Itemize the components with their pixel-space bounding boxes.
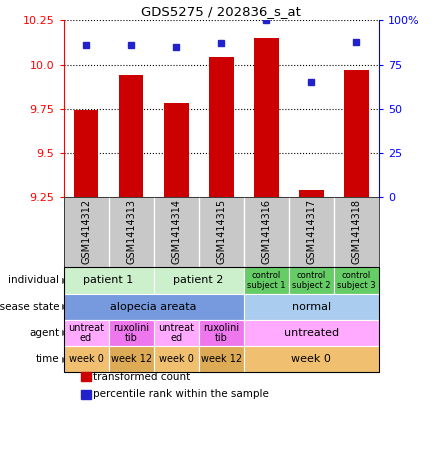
Text: patient 1: patient 1 xyxy=(83,275,134,285)
Text: week 12: week 12 xyxy=(201,354,242,364)
Bar xyxy=(164,103,188,197)
Bar xyxy=(119,75,144,197)
Text: ▶: ▶ xyxy=(62,302,69,311)
Text: patient 2: patient 2 xyxy=(173,275,224,285)
Text: time: time xyxy=(35,354,59,364)
Text: control
subject 3: control subject 3 xyxy=(337,271,376,290)
Text: GSM1414315: GSM1414315 xyxy=(216,199,226,264)
Text: GSM1414316: GSM1414316 xyxy=(261,199,271,264)
Text: ruxolini
tib: ruxolini tib xyxy=(113,323,149,343)
Text: individual: individual xyxy=(8,275,59,285)
Bar xyxy=(299,190,324,197)
Text: transformed count: transformed count xyxy=(93,372,191,382)
Text: control
subject 1: control subject 1 xyxy=(247,271,286,290)
Text: GSM1414313: GSM1414313 xyxy=(126,199,136,264)
Text: week 0: week 0 xyxy=(159,354,194,364)
Text: untreat
ed: untreat ed xyxy=(158,323,194,343)
Text: week 0: week 0 xyxy=(69,354,103,364)
Bar xyxy=(209,58,233,197)
Text: week 0: week 0 xyxy=(291,354,331,364)
Text: GSM1414318: GSM1414318 xyxy=(351,199,361,264)
Bar xyxy=(74,111,99,197)
Text: GSM1414317: GSM1414317 xyxy=(306,199,316,264)
Text: GSM1414314: GSM1414314 xyxy=(171,199,181,264)
Text: ▶: ▶ xyxy=(62,276,69,285)
Text: disease state: disease state xyxy=(0,302,59,312)
Text: percentile rank within the sample: percentile rank within the sample xyxy=(93,389,269,399)
Text: ▶: ▶ xyxy=(62,355,69,364)
Text: week 12: week 12 xyxy=(110,354,152,364)
Text: normal: normal xyxy=(292,302,331,312)
Text: alopecia areata: alopecia areata xyxy=(110,302,197,312)
Text: GSM1414312: GSM1414312 xyxy=(81,199,91,264)
Title: GDS5275 / 202836_s_at: GDS5275 / 202836_s_at xyxy=(141,5,301,18)
Text: agent: agent xyxy=(29,328,59,338)
Bar xyxy=(254,38,279,197)
Text: ▶: ▶ xyxy=(62,328,69,337)
Text: untreat
ed: untreat ed xyxy=(68,323,104,343)
Bar xyxy=(344,70,369,197)
Text: control
subject 2: control subject 2 xyxy=(292,271,331,290)
Text: untreated: untreated xyxy=(284,328,339,338)
Text: ruxolini
tib: ruxolini tib xyxy=(203,323,239,343)
